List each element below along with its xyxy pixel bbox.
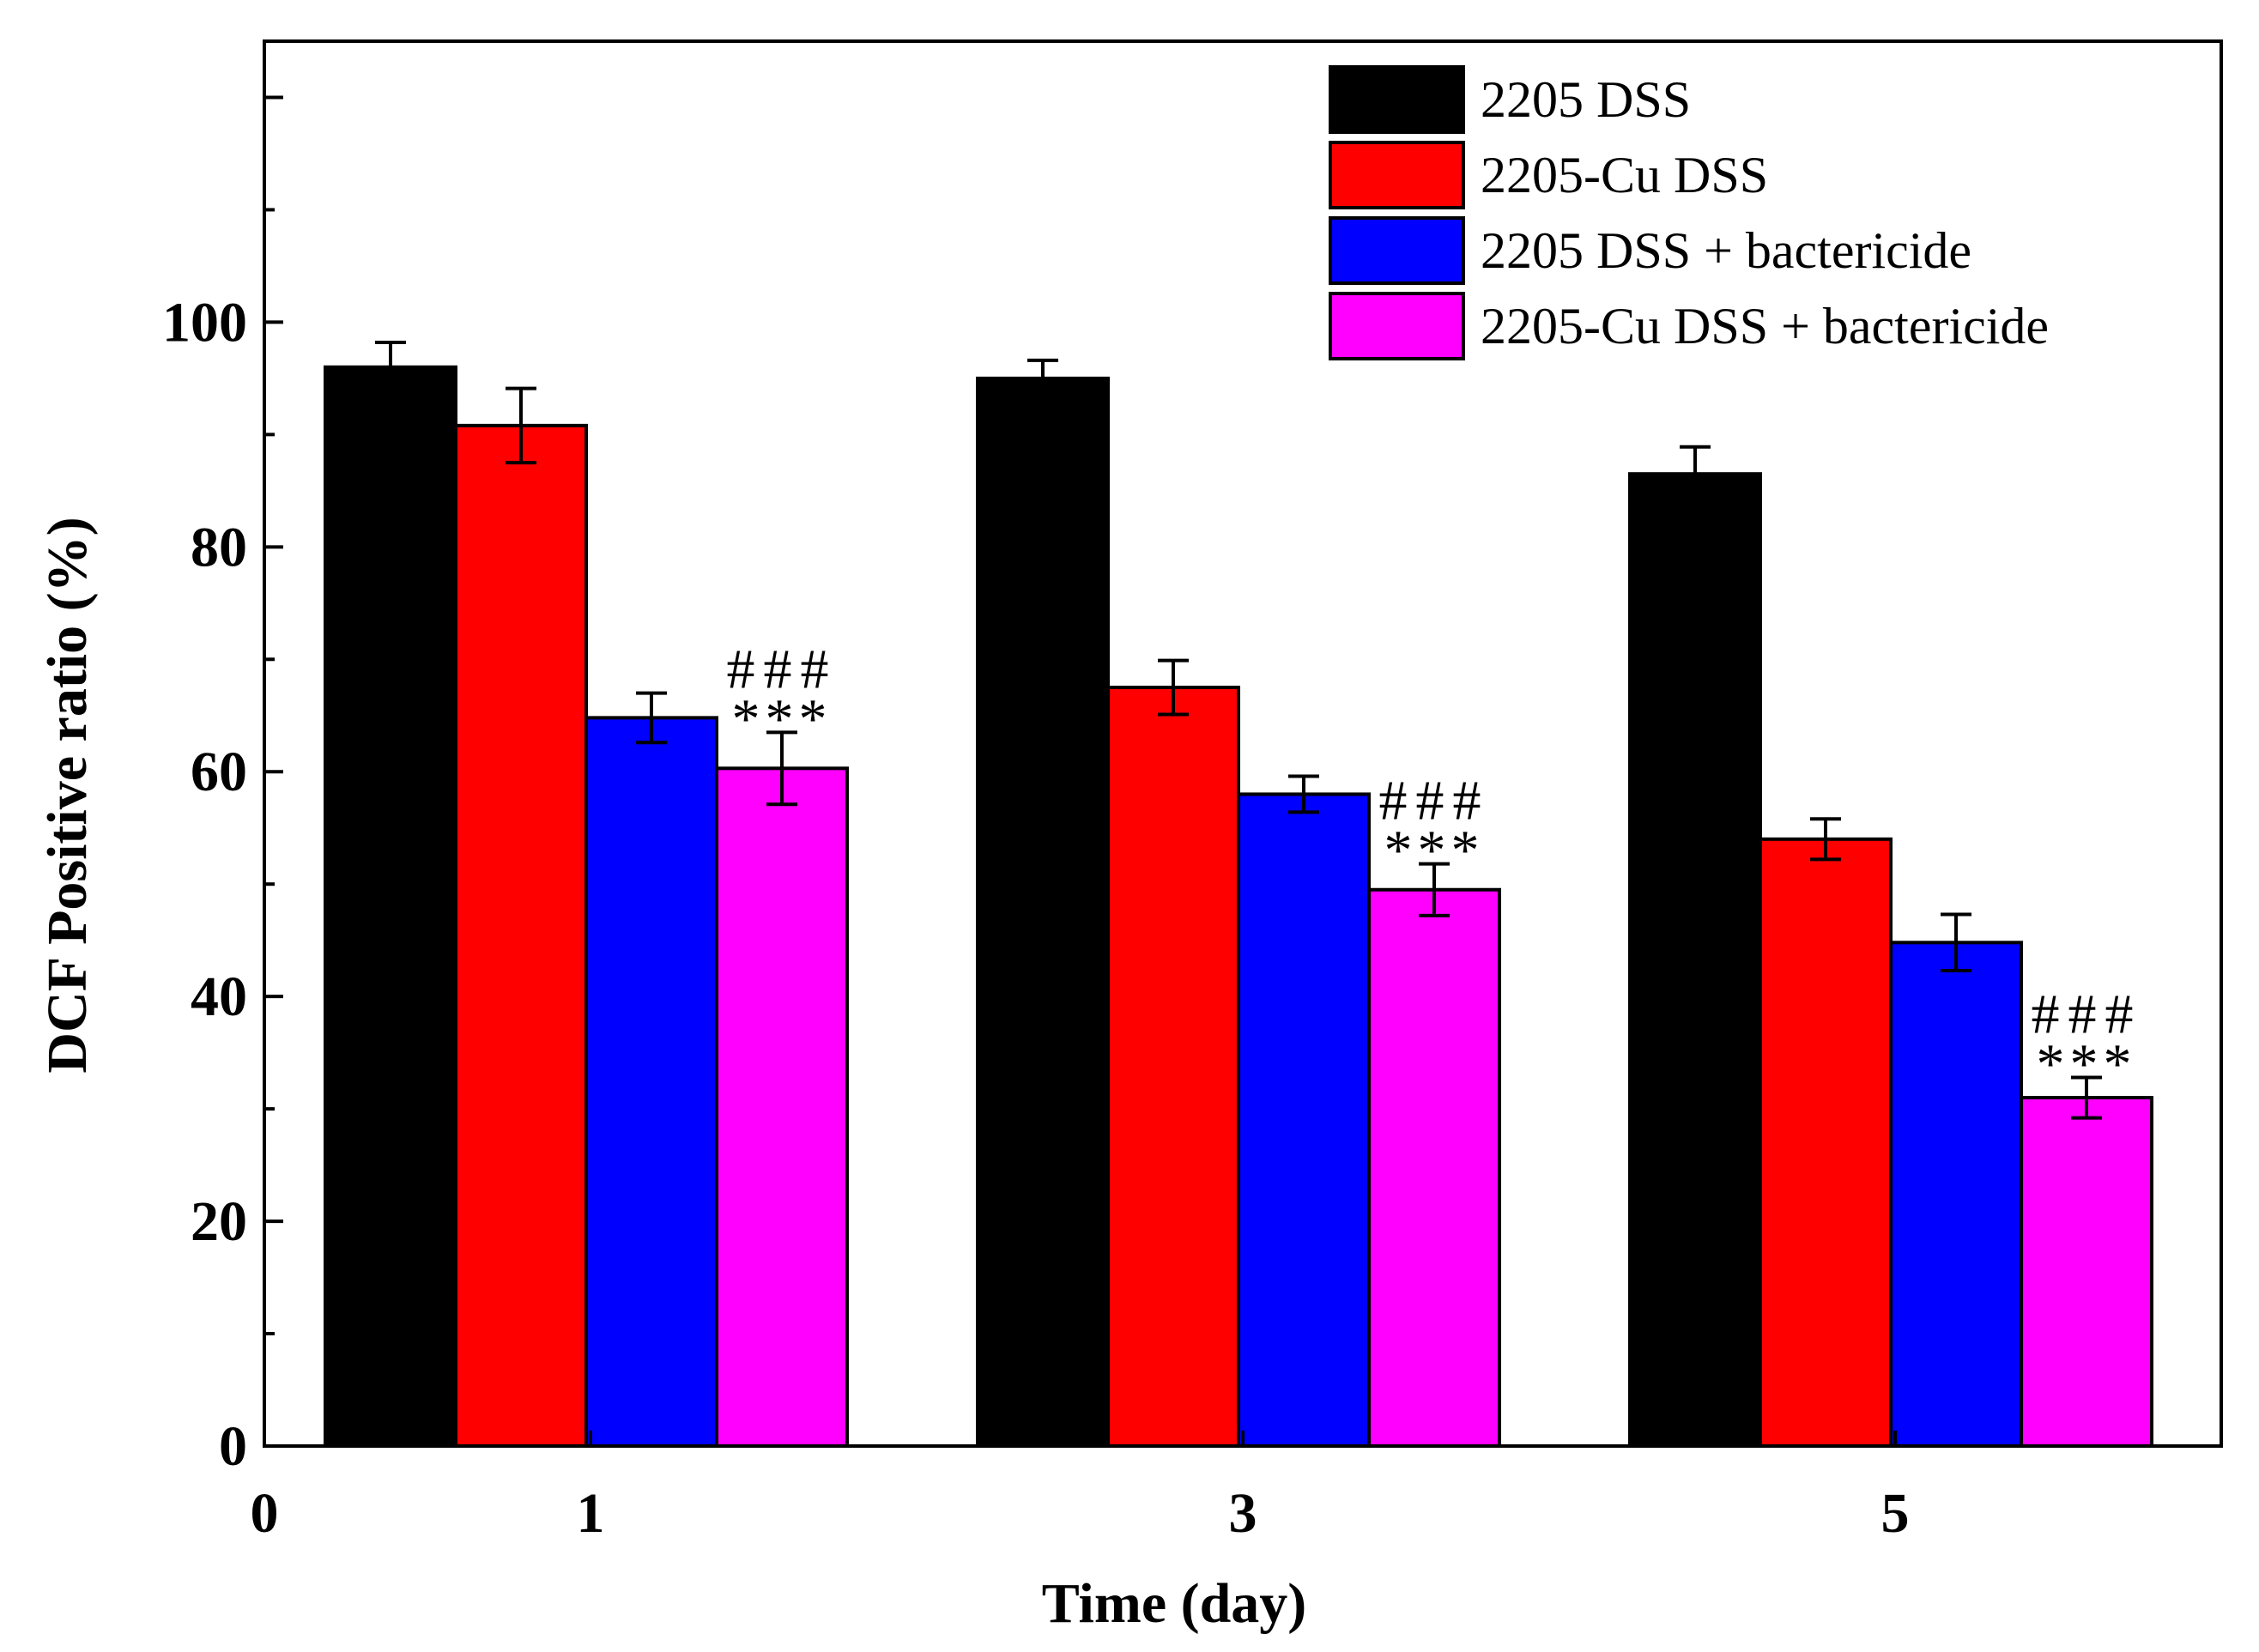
legend-label: 2205 DSS: [1481, 71, 1691, 128]
significance-star: ***: [732, 687, 833, 750]
bar: [1628, 472, 1762, 1448]
legend-label: 2205-Cu DSS: [1481, 147, 1768, 203]
y-tick-label: 40: [191, 965, 247, 1028]
x-tick-label: 1: [577, 1482, 605, 1545]
legend-swatch: [1329, 216, 1465, 285]
legend-swatch: [1329, 292, 1465, 360]
y-axis-title: DCF Positive ratio (%): [36, 517, 99, 1073]
legend-label: 2205-Cu DSS + bactericide: [1481, 298, 2049, 354]
significance-hash: ###: [727, 638, 838, 700]
bar: [715, 766, 849, 1448]
bar: [1759, 837, 1893, 1448]
bar: [1367, 887, 1501, 1449]
bar: [2020, 1096, 2153, 1449]
x-tick-label: 0: [251, 1482, 279, 1545]
y-tick-label: 80: [191, 516, 247, 578]
bar: [1237, 792, 1371, 1448]
y-tick-label: 100: [162, 291, 247, 354]
x-tick-label: 5: [1881, 1482, 1910, 1545]
y-tick-label: 0: [219, 1415, 247, 1478]
significance-hash: ###: [2032, 983, 2142, 1045]
y-tick-label: 60: [191, 741, 247, 803]
bar: [324, 365, 457, 1448]
bar: [454, 423, 588, 1449]
bar: [584, 716, 718, 1448]
bar: [976, 376, 1110, 1448]
significance-hash: ###: [1379, 770, 1490, 832]
y-tick-label: 20: [191, 1190, 247, 1253]
x-tick-label: 3: [1229, 1482, 1257, 1545]
legend-swatch: [1329, 65, 1465, 134]
bar: [1106, 686, 1240, 1448]
legend-swatch: [1329, 141, 1465, 209]
significance-star: ***: [1384, 820, 1485, 882]
significance-star: ***: [2037, 1032, 2137, 1095]
x-axis-title: Time (day): [1042, 1572, 1307, 1635]
legend-label: 2205 DSS + bactericide: [1481, 222, 1971, 279]
bar: [1889, 941, 2023, 1448]
